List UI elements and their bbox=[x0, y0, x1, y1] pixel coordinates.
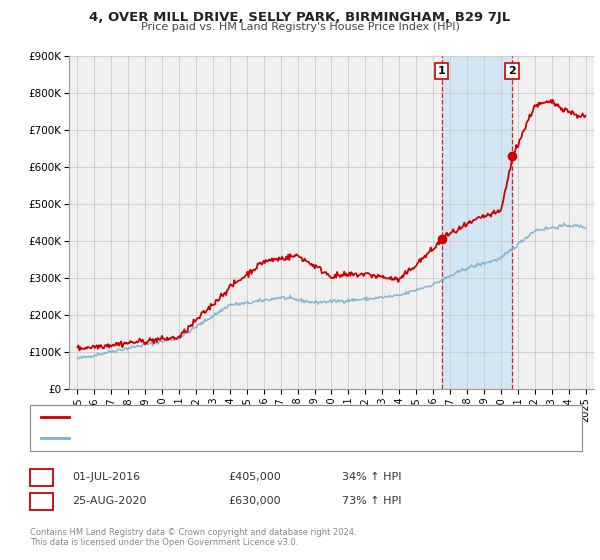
Text: 1: 1 bbox=[38, 472, 45, 482]
Text: Price paid vs. HM Land Registry's House Price Index (HPI): Price paid vs. HM Land Registry's House … bbox=[140, 22, 460, 32]
Text: 4, OVER MILL DRIVE, SELLY PARK, BIRMINGHAM, B29 7JL: 4, OVER MILL DRIVE, SELLY PARK, BIRMINGH… bbox=[89, 11, 511, 24]
Text: 1: 1 bbox=[438, 66, 445, 76]
Text: £630,000: £630,000 bbox=[228, 496, 281, 506]
Text: 25-AUG-2020: 25-AUG-2020 bbox=[72, 496, 146, 506]
Text: HPI: Average price, detached house, Birmingham: HPI: Average price, detached house, Birm… bbox=[75, 433, 316, 444]
Text: Contains HM Land Registry data © Crown copyright and database right 2024.
This d: Contains HM Land Registry data © Crown c… bbox=[30, 528, 356, 547]
Bar bbox=[442, 56, 512, 389]
Text: 2: 2 bbox=[508, 66, 516, 76]
Text: 73% ↑ HPI: 73% ↑ HPI bbox=[342, 496, 401, 506]
Text: 34% ↑ HPI: 34% ↑ HPI bbox=[342, 472, 401, 482]
Text: £405,000: £405,000 bbox=[228, 472, 281, 482]
Text: 2: 2 bbox=[38, 496, 45, 506]
Text: 01-JUL-2016: 01-JUL-2016 bbox=[72, 472, 140, 482]
Text: 4, OVER MILL DRIVE, SELLY PARK, BIRMINGHAM, B29 7JL (detached house): 4, OVER MILL DRIVE, SELLY PARK, BIRMINGH… bbox=[75, 412, 439, 422]
